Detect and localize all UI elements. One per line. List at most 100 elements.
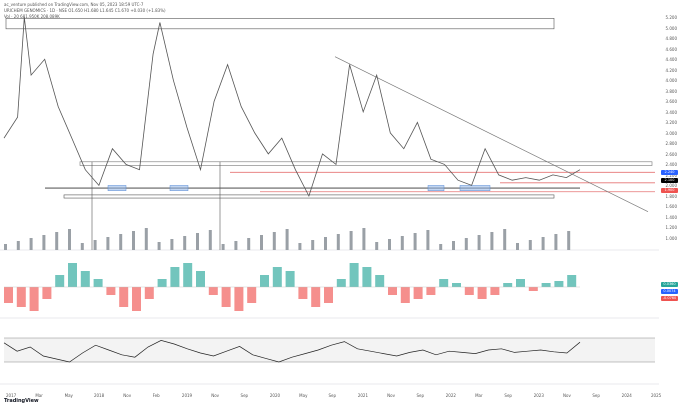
volume-bar	[272, 232, 276, 250]
macd-histogram-bar	[541, 283, 551, 287]
price-tick-label: 3.400	[665, 109, 677, 115]
price-tick-label: 3.800	[665, 88, 677, 94]
x-axis-label: Feb	[153, 393, 161, 398]
volume-bar	[16, 241, 20, 250]
x-axis-label: Nov	[387, 393, 395, 398]
macd-histogram-bar	[106, 287, 116, 295]
x-axis-label: Nov	[123, 393, 131, 398]
volume-bar	[349, 231, 353, 250]
x-axis-label: 2023	[534, 393, 545, 398]
volume-bar	[221, 244, 225, 250]
price-tick-label: 2.400	[665, 162, 677, 168]
macd-histogram-bar	[554, 281, 564, 287]
price-tick-label: 4.000	[665, 78, 677, 84]
macd-histogram-bar	[208, 287, 218, 295]
volume-bar	[4, 244, 7, 250]
macd-histogram-bar	[55, 275, 65, 287]
macd-histogram-bar	[42, 287, 52, 299]
support-zone-highlight	[107, 185, 127, 191]
macd-histogram-bar	[93, 279, 103, 287]
x-axis-label: 2017	[6, 393, 17, 398]
macd-value-badge: -0.0760	[661, 296, 678, 301]
volume-bar	[260, 235, 263, 250]
volume-bar	[452, 241, 455, 250]
volume-bar	[144, 228, 148, 250]
macd-histogram-bar	[349, 263, 359, 287]
macd-histogram-bar	[311, 287, 321, 307]
macd-histogram-bar	[324, 287, 333, 303]
price-tick-label: 2.200	[665, 172, 677, 178]
price-tick-label: 1.600	[665, 204, 677, 210]
support-zone-highlight	[459, 185, 491, 191]
macd-histogram-bar	[247, 287, 257, 303]
price-tick-label: 1.000	[665, 236, 677, 241]
volume-bar	[93, 240, 97, 250]
tradingview-watermark: TradingView	[4, 398, 39, 404]
volume-bar	[554, 234, 558, 250]
macd-histogram-bar	[132, 287, 141, 311]
macd-histogram-bar	[464, 287, 474, 295]
x-axis-label: Sep	[504, 393, 512, 398]
x-axis-label: 2021	[358, 393, 369, 398]
macd-histogram-bar	[490, 287, 500, 295]
volume-bar	[68, 229, 71, 250]
grey-zone-upper	[79, 161, 653, 166]
macd-histogram-bar	[119, 287, 129, 307]
macd-histogram-bar	[68, 263, 77, 287]
macd-histogram-bar	[170, 267, 180, 287]
macd-histogram-bar	[567, 275, 577, 287]
volume-bar	[170, 239, 174, 250]
price-tick-label: 4.200	[665, 67, 677, 73]
volume-bar	[375, 242, 379, 250]
price-badge: 2.240	[661, 170, 678, 176]
header-line3: Vol · 20 681.950K 208.089K	[4, 14, 60, 19]
macd-histogram-bar	[362, 267, 372, 287]
macd-histogram-bar	[272, 267, 282, 287]
volume-bar	[55, 232, 59, 250]
x-axis-label: 2024	[622, 393, 633, 398]
price-tick-label: 2.600	[665, 151, 677, 157]
volume-bar	[516, 243, 519, 250]
x-axis-label: Nov	[563, 393, 571, 398]
volume-bar	[464, 238, 468, 250]
macd-value-badge: 0.0360	[661, 282, 678, 287]
macd-histogram-bar	[221, 287, 231, 307]
header-line2: URICHEM GENOMICS · 1D · NSE O1.650 H1.68…	[4, 8, 166, 13]
macd-histogram-bar	[29, 287, 39, 311]
price-tick-label: 5.000	[665, 25, 677, 31]
volume-bar	[196, 233, 199, 250]
x-axis-label: Mar	[35, 393, 43, 398]
price-tick-label: 4.800	[665, 36, 677, 42]
macd-histogram-bar	[260, 275, 269, 287]
price-tick-label: 1.200	[665, 225, 677, 231]
price-tick-label: 2.000	[665, 183, 677, 189]
macd-histogram-bar	[196, 271, 205, 287]
volume-bar	[311, 240, 315, 250]
macd-histogram-bar	[439, 279, 449, 287]
price-badge: 1.900	[661, 188, 678, 194]
macd-histogram-bar	[16, 287, 26, 307]
macd-histogram-bar	[285, 271, 295, 287]
macd-histogram-bar	[183, 263, 193, 287]
x-axis-label: Sep	[241, 393, 249, 398]
rsi-line	[3, 340, 581, 363]
x-axis-label: May	[65, 393, 74, 398]
volume-bar	[567, 231, 571, 250]
macd-histogram-bar	[452, 283, 461, 287]
x-axis-label: May	[299, 393, 308, 398]
volume-bar	[541, 237, 545, 250]
volume-bar	[400, 236, 404, 250]
macd-value-badge: 0.0074	[661, 289, 678, 294]
x-axis-label: 2018	[94, 393, 105, 398]
price-tick-label: 2.800	[665, 141, 677, 147]
price-axis[interactable]: 5.200 5.000 4.800 4.600 4.400 4.200 4.000 3.800…	[659, 0, 679, 392]
header-line1: ac_venture published on TradingView.com,…	[4, 2, 144, 7]
x-axis-label: 2019	[182, 393, 193, 398]
x-axis-label: Sep	[592, 393, 600, 398]
volume-bar	[362, 228, 366, 250]
x-axis-label: 2025	[651, 393, 662, 398]
volume-bar	[298, 243, 302, 250]
rsi-band	[4, 338, 655, 362]
macd-histogram-bar	[400, 287, 410, 303]
